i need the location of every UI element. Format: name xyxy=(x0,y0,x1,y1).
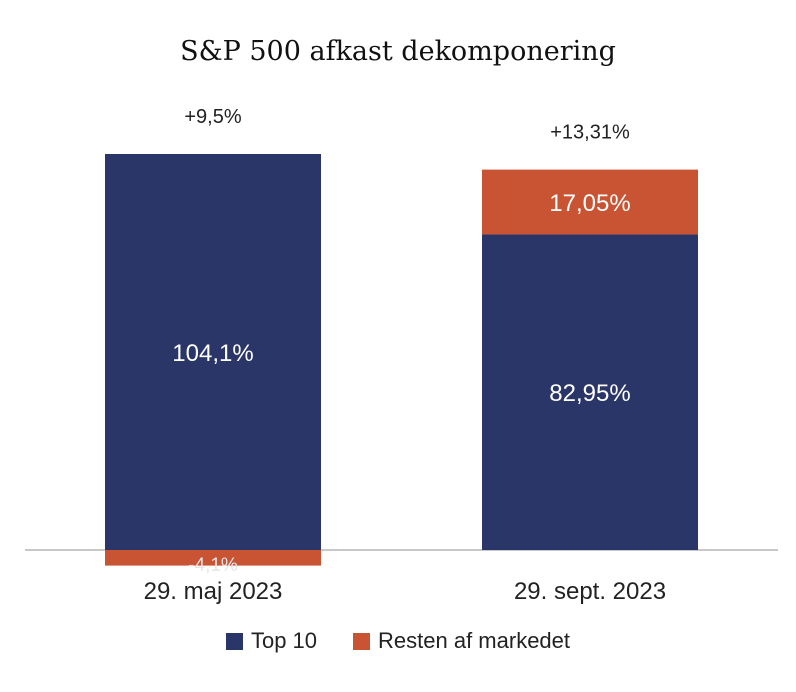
bar-top10-2 xyxy=(482,234,698,551)
total-label-2: +13,31% xyxy=(550,122,630,144)
legend: Top 10 Resten af markedet xyxy=(0,628,796,654)
legend-label-resten: Resten af markedet xyxy=(378,628,571,653)
legend-label-top10: Top 10 xyxy=(250,628,318,653)
legend-item-top10: Top 10 xyxy=(225,628,318,654)
category-label-2: 29. sept. 2023 xyxy=(514,578,666,605)
data-label-top10-1: 104,1% xyxy=(172,340,253,367)
data-label-resten-2: 17,05% xyxy=(549,190,630,217)
data-label-resten-1: -4,1% xyxy=(188,555,238,576)
legend-swatch-resten xyxy=(353,632,371,650)
bar-resten-1 xyxy=(105,550,321,566)
bar-top10-1 xyxy=(105,154,321,550)
total-label-1: +9,5% xyxy=(184,106,241,128)
bars-layer: 104,1% -4,1% +9,5% 29. maj 2023 82,95% 17,05%… xyxy=(105,106,698,605)
category-label-1: 29. maj 2023 xyxy=(144,578,283,605)
data-label-top10-2: 82,95% xyxy=(549,380,630,407)
legend-item-resten: Resten af markedet xyxy=(353,628,570,654)
bar-resten-2 xyxy=(482,169,698,235)
chart-title: S&P 500 afkast dekomponering xyxy=(180,36,616,67)
legend-swatch-top10 xyxy=(225,632,243,650)
